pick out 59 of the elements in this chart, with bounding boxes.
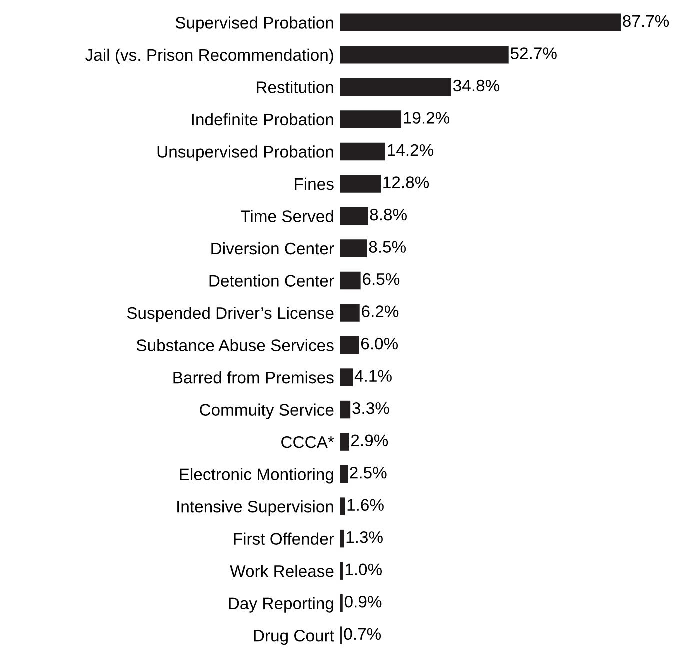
bar [340,78,452,96]
bar [340,594,343,612]
data-label: 12.8% [384,176,430,188]
bar [340,14,621,32]
bar [340,142,386,161]
data-label: 3.3% [352,402,390,414]
data-label: 2.9% [352,434,388,447]
y-tick-label: Suspended Driver’s License [127,306,334,323]
data-label: 4.1% [354,370,392,382]
y-tick-label: Electronic Montioring [180,468,334,484]
y-tick-label: Restitution [257,81,334,94]
bar [340,207,368,226]
bar [340,240,368,258]
bar [340,530,344,548]
data-label: 1.0% [346,564,382,576]
data-label: 1.6% [348,499,384,512]
data-label: 87.7% [623,15,670,28]
bar [340,433,350,451]
data-label: 14.2% [388,144,434,156]
bar [340,400,351,419]
bar [340,336,360,354]
bar [340,46,509,64]
y-tick-label: Unsupervised Probation [158,146,334,162]
bar [340,175,382,193]
data-label: 19.2% [404,112,450,124]
bar [340,272,361,290]
y-tick-label: Jail (vs. Prison Recommendation) [86,48,334,64]
data-label: 0.7% [344,628,382,640]
y-tick-label: CCCA* [282,436,334,448]
y-tick-label: Detention Center [210,274,334,287]
data-label: 6.5% [363,273,400,286]
y-tick-label: Work Release [230,565,334,578]
y-tick-label: Drug Court [254,630,334,646]
y-tick-label: First Offender [234,532,334,546]
data-label: 0.9% [344,596,382,608]
y-tick-label: Diversion Center [212,242,334,255]
bar [340,368,354,386]
bar [340,110,402,128]
data-label: 6.2% [362,306,399,318]
data-label: 8.8% [370,208,407,221]
y-tick-label: Intensive Supervision [178,500,334,516]
data-label: 34.8% [454,80,500,92]
y-tick-label: Indefinite Probation [192,113,334,126]
y-tick-label: Day Reporting [229,597,334,613]
data-label: 6.0% [361,338,398,350]
bar [340,304,360,322]
bar [340,498,346,516]
data-label: 1.3% [346,531,383,544]
y-tick-label: Commuity Service [200,404,334,420]
y-tick-label: Time Served [240,210,334,222]
y-tick-label: Fines [295,178,334,190]
data-label: 52.7% [510,48,557,60]
data-label: 2.5% [350,466,387,479]
data-label: 8.5% [369,241,406,253]
y-tick-label: Barred from Premises [174,371,334,384]
y-tick-label: Substance Abuse Services [136,339,334,352]
bar [340,465,348,484]
bar [340,562,344,580]
y-tick-label: Supervised Probation [176,16,334,32]
